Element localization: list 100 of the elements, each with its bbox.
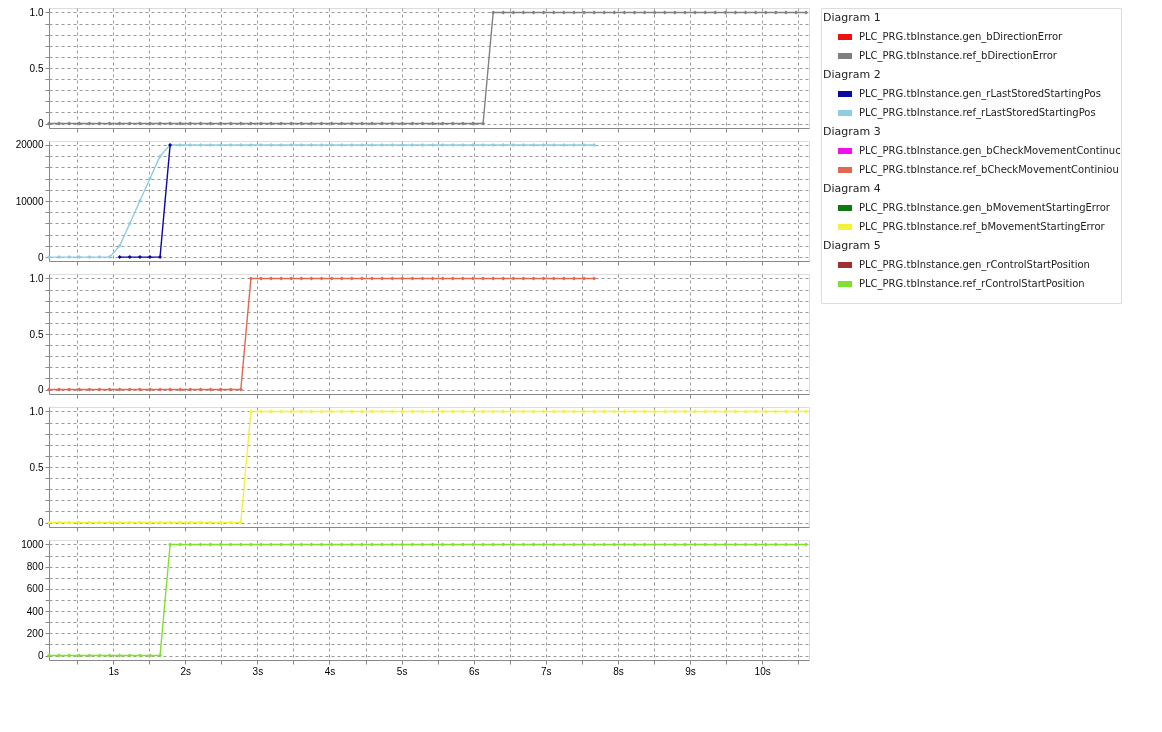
point xyxy=(117,243,122,248)
x-tick-label: 7s xyxy=(541,665,552,677)
point xyxy=(541,142,546,147)
point xyxy=(339,142,344,147)
point xyxy=(238,142,243,147)
legend-label: PLC_PRG.tbInstance.ref_bDirectionError xyxy=(859,50,1058,62)
point xyxy=(571,142,576,147)
legend-label: PLC_PRG.tbInstance.ref_rLastStoredStartingPos xyxy=(859,107,1096,119)
y-tick-label: 0.5 xyxy=(29,461,44,473)
y-tick-label: 800 xyxy=(26,561,44,573)
point xyxy=(561,142,566,147)
y-tick-label: 1000 xyxy=(21,538,44,550)
point xyxy=(127,255,132,260)
point xyxy=(501,142,506,147)
legend-title: Diagram 3 xyxy=(823,125,881,138)
legend-title: Diagram 2 xyxy=(823,68,881,81)
y-tick-label: 1.0 xyxy=(29,405,44,417)
legend-label: PLC_PRG.tbInstance.ref_rControlStartPosition xyxy=(859,278,1085,290)
point xyxy=(430,142,435,147)
point xyxy=(258,142,263,147)
point xyxy=(127,221,132,226)
point xyxy=(248,142,253,147)
point xyxy=(137,199,142,203)
point xyxy=(269,142,274,147)
legend-title: Diagram 5 xyxy=(823,239,881,252)
y-tick-label: 1.0 xyxy=(29,272,44,284)
point xyxy=(370,142,375,147)
point xyxy=(208,142,213,147)
point xyxy=(67,255,72,260)
y-tick-label: 0 xyxy=(37,384,44,396)
point xyxy=(87,255,92,260)
point xyxy=(77,255,82,260)
point xyxy=(440,142,445,147)
point xyxy=(319,142,324,147)
y-tick-label: 0.5 xyxy=(29,328,44,340)
y-tick-label: 600 xyxy=(26,583,44,595)
point xyxy=(531,142,536,147)
y-tick-label: 0.5 xyxy=(29,62,44,74)
legend-label: PLC_PRG.tbInstance.gen_bCheckMovementContinuc xyxy=(859,145,1121,157)
legend-title: Diagram 4 xyxy=(823,182,881,195)
point xyxy=(481,142,486,147)
point xyxy=(228,142,233,147)
x-tick-label: 1s xyxy=(108,665,119,677)
point xyxy=(582,142,587,147)
point xyxy=(299,142,304,147)
point xyxy=(380,142,385,147)
point xyxy=(147,255,152,260)
point xyxy=(410,142,415,147)
point xyxy=(97,255,102,260)
point xyxy=(188,142,193,147)
point xyxy=(279,142,284,147)
x-tick-label: 3s xyxy=(252,665,264,677)
legend-label: PLC_PRG.tbInstance.ref_bCheckMovementContiniou xyxy=(859,164,1119,176)
point xyxy=(420,142,425,147)
point xyxy=(521,142,526,147)
point xyxy=(198,142,203,147)
point xyxy=(511,142,516,147)
point xyxy=(57,255,62,260)
point xyxy=(450,142,455,147)
y-tick-label: 1.0 xyxy=(29,6,44,18)
x-tick-label: 2s xyxy=(180,665,192,677)
legend-label: PLC_PRG.tbInstance.gen_rControlStartPosition xyxy=(859,259,1090,271)
point xyxy=(117,255,122,260)
x-tick-label: 8s xyxy=(613,665,624,677)
legend-label: PLC_PRG.tbInstance.ref_bMovementStartingError xyxy=(859,221,1106,233)
legend-label: PLC_PRG.tbInstance.gen_bDirectionError xyxy=(859,31,1064,43)
point xyxy=(491,142,496,147)
point xyxy=(470,142,475,147)
point xyxy=(158,154,163,159)
point xyxy=(359,142,364,147)
y-tick-label: 20000 xyxy=(15,139,44,151)
legend-title: Diagram 1 xyxy=(823,11,881,24)
point xyxy=(349,142,354,147)
point xyxy=(289,142,294,147)
point xyxy=(551,142,556,147)
point xyxy=(158,255,163,260)
point xyxy=(309,142,314,147)
y-tick-label: 0 xyxy=(37,118,44,130)
y-tick-label: 0 xyxy=(37,650,44,662)
point xyxy=(592,142,597,147)
y-tick-label: 0 xyxy=(37,251,44,263)
point xyxy=(400,142,405,147)
legend-label: PLC_PRG.tbInstance.gen_rLastStoredStartingPos xyxy=(859,88,1101,100)
point xyxy=(390,142,395,147)
x-tick-label: 6s xyxy=(468,665,480,677)
y-tick-label: 0 xyxy=(37,517,44,529)
point xyxy=(107,255,112,260)
point xyxy=(137,255,142,260)
y-tick-label: 200 xyxy=(26,627,44,639)
y-tick-label: 400 xyxy=(26,605,44,617)
legend-label: PLC_PRG.tbInstance.gen_bMovementStartingError xyxy=(859,202,1111,214)
point xyxy=(218,142,223,147)
point xyxy=(147,176,152,181)
x-tick-label: 9s xyxy=(685,665,696,677)
y-tick-label: 10000 xyxy=(15,195,44,207)
x-tick-label: 5s xyxy=(396,665,408,677)
point xyxy=(178,142,183,147)
point xyxy=(460,142,465,147)
point xyxy=(329,142,334,147)
x-tick-label: 4s xyxy=(324,665,336,677)
